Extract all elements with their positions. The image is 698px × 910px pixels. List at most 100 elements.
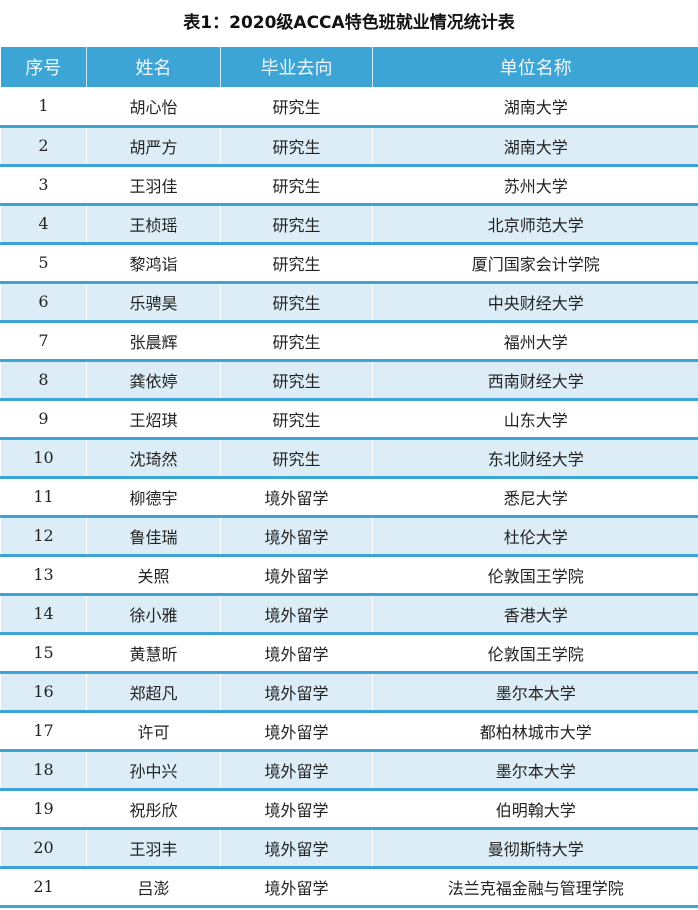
cell-index: 1 [0,87,87,128]
cell-index: 16 [0,672,87,713]
cell-institution: 中央财经大学 [372,282,698,323]
table-row: 7 张晨辉 研究生 福州大学 [0,321,698,362]
cell-destination: 境外留学 [220,789,373,830]
cell-name: 张晨辉 [86,321,221,362]
cell-destination: 研究生 [220,360,373,401]
cell-name: 王桢瑶 [86,204,221,245]
cell-destination: 境外留学 [220,711,373,752]
table-row: 6 乐骋昊 研究生 中央财经大学 [0,282,698,323]
table-row: 4 王桢瑶 研究生 北京师范大学 [0,204,698,245]
table-row: 3 王羽佳 研究生 苏州大学 [0,165,698,206]
table-title: 表1：2020级ACCA特色班就业情况统计表 [183,13,515,33]
cell-institution: 苏州大学 [372,165,698,206]
table-row: 19 祝彤欣 境外留学 伯明翰大学 [0,789,698,830]
cell-name: 郑超凡 [86,672,221,713]
table-row: 17 许可 境外留学 都柏林城市大学 [0,711,698,752]
cell-name: 沈琦然 [86,438,221,479]
cell-institution: 厦门国家会计学院 [372,243,698,284]
cell-institution: 伦敦国王学院 [372,633,698,674]
cell-institution: 都柏林城市大学 [372,711,698,752]
cell-index: 13 [0,555,87,596]
cell-index: 18 [0,750,87,791]
cell-institution: 湖南大学 [372,87,698,128]
header-index: 序号 [0,47,87,87]
cell-name: 祝彤欣 [86,789,221,830]
cell-index: 21 [0,867,87,908]
cell-institution: 西南财经大学 [372,360,698,401]
cell-index: 10 [0,438,87,479]
cell-destination: 境外留学 [220,477,373,518]
cell-destination: 境外留学 [220,828,373,869]
table-row: 13 关照 境外留学 伦敦国王学院 [0,555,698,596]
table-row: 5 黎鸿诣 研究生 厦门国家会计学院 [0,243,698,284]
cell-institution: 湖南大学 [372,126,698,167]
cell-destination: 研究生 [220,399,373,440]
cell-destination: 境外留学 [220,867,373,908]
cell-index: 3 [0,165,87,206]
table-row: 14 徐小雅 境外留学 香港大学 [0,594,698,635]
table-row: 8 龚依婷 研究生 西南财经大学 [0,360,698,401]
cell-name: 胡心怡 [86,87,221,128]
cell-institution: 法兰克福金融与管理学院 [372,867,698,908]
cell-index: 19 [0,789,87,830]
cell-name: 黄慧昕 [86,633,221,674]
cell-index: 15 [0,633,87,674]
table-row: 10 沈琦然 研究生 东北财经大学 [0,438,698,479]
cell-destination: 研究生 [220,165,373,206]
cell-name: 关照 [86,555,221,596]
header-row: 序号 姓名 毕业去向 单位名称 [0,47,698,87]
cell-institution: 悉尼大学 [372,477,698,518]
header-name: 姓名 [86,47,221,87]
cell-institution: 东北财经大学 [372,438,698,479]
cell-institution: 墨尔本大学 [372,672,698,713]
header-institution: 单位名称 [372,47,698,87]
cell-name: 王羽丰 [86,828,221,869]
cell-institution: 伦敦国王学院 [372,555,698,596]
cell-destination: 研究生 [220,438,373,479]
table-row: 15 黄慧昕 境外留学 伦敦国王学院 [0,633,698,674]
employment-table: 序号 姓名 毕业去向 单位名称 1 胡心怡 研究生 湖南大学 2 胡严方 研究生 湖南大学 3 王… [0,47,698,908]
cell-index: 6 [0,282,87,323]
table-row: 2 胡严方 研究生 湖南大学 [0,126,698,167]
cell-name: 王羽佳 [86,165,221,206]
cell-index: 14 [0,594,87,635]
table-row: 16 郑超凡 境外留学 墨尔本大学 [0,672,698,713]
table-row: 12 鲁佳瑞 境外留学 杜伦大学 [0,516,698,557]
cell-name: 孙中兴 [86,750,221,791]
cell-name: 许可 [86,711,221,752]
cell-institution: 香港大学 [372,594,698,635]
cell-destination: 研究生 [220,87,373,128]
cell-index: 2 [0,126,87,167]
cell-name: 胡严方 [86,126,221,167]
cell-name: 王炤琪 [86,399,221,440]
cell-name: 柳德宇 [86,477,221,518]
cell-destination: 境外留学 [220,672,373,713]
cell-institution: 福州大学 [372,321,698,362]
cell-index: 17 [0,711,87,752]
cell-destination: 境外留学 [220,594,373,635]
cell-destination: 研究生 [220,126,373,167]
cell-destination: 境外留学 [220,633,373,674]
cell-destination: 境外留学 [220,750,373,791]
cell-destination: 研究生 [220,204,373,245]
cell-name: 徐小雅 [86,594,221,635]
table-row: 18 孙中兴 境外留学 墨尔本大学 [0,750,698,791]
cell-index: 7 [0,321,87,362]
cell-destination: 研究生 [220,243,373,284]
cell-institution: 墨尔本大学 [372,750,698,791]
cell-name: 吕澎 [86,867,221,908]
cell-index: 9 [0,399,87,440]
cell-name: 黎鸿诣 [86,243,221,284]
cell-index: 12 [0,516,87,557]
cell-destination: 研究生 [220,321,373,362]
cell-destination: 研究生 [220,282,373,323]
cell-name: 鲁佳瑞 [86,516,221,557]
cell-name: 乐骋昊 [86,282,221,323]
table-row: 1 胡心怡 研究生 湖南大学 [0,87,698,128]
cell-index: 20 [0,828,87,869]
table-row: 20 王羽丰 境外留学 曼彻斯特大学 [0,828,698,869]
cell-name: 龚依婷 [86,360,221,401]
cell-index: 8 [0,360,87,401]
cell-destination: 境外留学 [220,516,373,557]
cell-index: 5 [0,243,87,284]
